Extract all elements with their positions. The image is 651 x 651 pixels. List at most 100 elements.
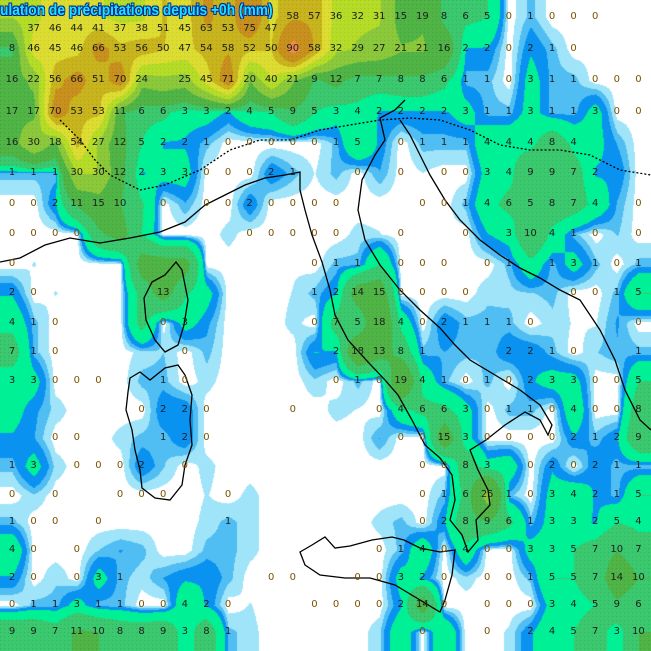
grid-value: 0 — [505, 572, 512, 583]
grid-value: 0 — [30, 516, 37, 527]
grid-value: 1 — [462, 74, 469, 85]
grid-value: 4 — [527, 137, 534, 148]
grid-value: 5 — [354, 137, 361, 148]
grid-value: 3 — [462, 404, 469, 415]
grid-value: 0 — [462, 287, 469, 298]
grid-value: 2 — [462, 43, 469, 54]
grid-value: 2 — [397, 599, 404, 610]
grid-value: 0 — [592, 404, 599, 415]
grid-value: 5 — [635, 287, 642, 298]
grid-value: 1 — [332, 137, 340, 148]
grid-value: 0 — [138, 599, 145, 610]
grid-value: 0 — [246, 137, 253, 148]
grid-value: 0 — [419, 489, 426, 500]
grid-value: 0 — [268, 572, 275, 583]
grid-value: 1 — [332, 258, 340, 269]
grid-value: 0 — [613, 258, 620, 269]
grid-value: 46 — [48, 23, 62, 34]
grid-value: 0 — [505, 375, 512, 386]
grid-value: 1 — [224, 516, 232, 527]
grid-value: 2 — [160, 137, 167, 148]
grid-value: 1 — [484, 317, 491, 328]
grid-value: 1 — [52, 599, 59, 610]
grid-value: 0 — [613, 74, 620, 85]
grid-value: 0 — [505, 544, 512, 555]
grid-value: 9 — [527, 167, 534, 178]
grid-value: 9 — [311, 74, 318, 85]
grid-value: 0 — [440, 460, 448, 471]
grid-value: 3 — [548, 516, 556, 527]
grid-value: 5 — [138, 137, 145, 148]
grid-value: 0 — [419, 516, 426, 527]
grid-value: 1 — [419, 137, 426, 148]
grid-value: 4 — [8, 544, 16, 555]
grid-value: 0 — [397, 228, 404, 239]
grid-value: 57 — [308, 11, 321, 22]
grid-value: 0 — [376, 404, 383, 415]
grid-value: 8 — [397, 346, 404, 357]
grid-value: 4 — [419, 375, 426, 386]
grid-value: 1 — [635, 346, 642, 357]
grid-value: 1 — [354, 258, 361, 269]
grid-value: 0 — [332, 228, 340, 239]
grid-value: 5 — [484, 11, 491, 22]
grid-value: 1 — [548, 346, 556, 357]
grid-value: 0 — [484, 258, 491, 269]
grid-value: 0 — [376, 375, 383, 386]
grid-value: 0 — [570, 287, 577, 298]
grid-value: 0 — [95, 460, 102, 471]
grid-value: 52 — [243, 43, 256, 54]
grid-value: 1 — [8, 167, 16, 178]
grid-value: 45 — [200, 74, 213, 85]
grid-value: 0 — [52, 516, 59, 527]
grid-value: 54 — [70, 137, 84, 148]
grid-value: 2 — [505, 346, 512, 357]
grid-value: 1 — [548, 43, 556, 54]
grid-value: 0 — [268, 137, 275, 148]
grid-value: 1 — [289, 167, 296, 178]
grid-value: 17 — [27, 106, 40, 117]
grid-value: 2 — [268, 167, 275, 178]
grid-value: 7 — [354, 74, 361, 85]
grid-value: 7 — [592, 544, 599, 555]
grid-value: 3 — [30, 460, 37, 471]
grid-value: 3 — [570, 258, 577, 269]
grid-value: 53 — [113, 43, 127, 54]
grid-value: 5 — [635, 375, 642, 386]
grid-value: 12 — [113, 167, 127, 178]
grid-value: 6 — [138, 106, 145, 117]
grid-value: 1 — [527, 404, 534, 415]
grid-value: 51 — [156, 23, 170, 34]
grid-value: 2 — [8, 572, 16, 583]
grid-value: 2 — [440, 516, 448, 527]
grid-value: 1 — [592, 258, 599, 269]
grid-value: 3 — [397, 572, 404, 583]
corsica-coastline — [143, 260, 189, 353]
grid-value: 8 — [462, 516, 469, 527]
grid-value: 2 — [570, 432, 577, 443]
grid-value: 1 — [484, 74, 491, 85]
grid-value: 5 — [570, 544, 577, 555]
grid-value: 5 — [570, 626, 577, 637]
grid-value: 31 — [372, 11, 386, 22]
grid-value: 4 — [548, 228, 556, 239]
grid-value: 16 — [437, 43, 451, 54]
grid-value: 2 — [203, 599, 210, 610]
grid-value: 2 — [613, 432, 620, 443]
grid-value: 0 — [376, 544, 383, 555]
grid-value: 0 — [440, 258, 448, 269]
grid-value: 9 — [548, 167, 556, 178]
grid-value: 18 — [372, 317, 386, 328]
grid-value: 3 — [505, 228, 512, 239]
map-title: ulation de précipitations depuis +0h (mm… — [0, 2, 273, 19]
grid-value: 0 — [181, 346, 188, 357]
grid-value: 0 — [224, 167, 232, 178]
grid-value: 2 — [484, 43, 491, 54]
grid-value: 1 — [548, 74, 556, 85]
grid-value: 0 — [354, 572, 361, 583]
grid-value: 0 — [52, 228, 59, 239]
grid-value: 3 — [570, 516, 577, 527]
grid-value: 53 — [70, 106, 84, 117]
